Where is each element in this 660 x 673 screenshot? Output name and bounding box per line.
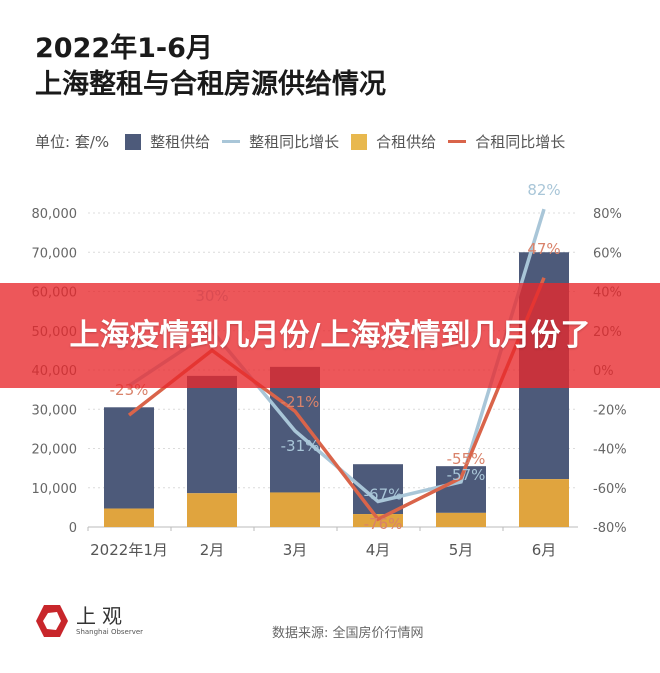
- svg-text:-40%: -40%: [593, 443, 627, 458]
- legend-label: 合租同比增长: [475, 133, 566, 151]
- svg-text:80,000: 80,000: [32, 207, 78, 222]
- hexagon-logo-icon: [36, 605, 68, 637]
- legend-item-zhengzu-yoy: 整租同比增长: [222, 131, 339, 152]
- svg-text:47%: 47%: [527, 240, 560, 258]
- bar-hezu: [436, 512, 486, 527]
- bar-hezu: [270, 492, 320, 527]
- svg-text:-67%: -67%: [364, 485, 403, 503]
- svg-text:82%: 82%: [527, 181, 560, 199]
- bar-hezu: [519, 479, 569, 527]
- bar-hezu: [104, 508, 154, 527]
- bar-zhengzu: [104, 407, 154, 509]
- svg-text:-80%: -80%: [593, 521, 627, 536]
- legend-swatch-box-icon: [125, 133, 142, 150]
- legend-label: 合租供给: [376, 133, 437, 151]
- legend-label: 整租供给: [150, 133, 211, 151]
- svg-text:-76%: -76%: [364, 515, 403, 533]
- svg-text:-21%: -21%: [281, 393, 320, 411]
- svg-text:30,000: 30,000: [32, 403, 78, 418]
- svg-text:2022年1月: 2022年1月: [90, 541, 168, 559]
- shanghai-observer-logo: 上观 Shanghai Observer: [34, 603, 143, 639]
- legend-swatch-line-icon: [448, 140, 467, 143]
- svg-text:3月: 3月: [283, 541, 308, 559]
- svg-text:0: 0: [69, 521, 77, 536]
- svg-text:70,000: 70,000: [32, 246, 78, 261]
- legend-item-hezu-yoy: 合租同比增长: [448, 131, 565, 152]
- data-source: 数据来源: 全国房价行情网: [272, 626, 424, 641]
- svg-text:20,000: 20,000: [32, 443, 78, 458]
- legend-swatch-box-icon: [351, 133, 368, 150]
- svg-text:6月: 6月: [532, 541, 557, 559]
- legend-label: 整租同比增长: [249, 133, 340, 151]
- svg-text:-60%: -60%: [593, 482, 627, 497]
- legend-item-zhengzu-supply: 整租供给: [125, 131, 210, 152]
- svg-text:4月: 4月: [366, 541, 391, 559]
- unit-label: 单位: 套/%: [35, 133, 110, 151]
- svg-text:10,000: 10,000: [32, 482, 78, 497]
- right-axis: -80%-60%-40%-20%0%20%40%60%80%: [593, 207, 627, 536]
- svg-text:80%: 80%: [593, 207, 622, 222]
- bar-hezu: [187, 493, 237, 527]
- x-axis: 2022年1月 2月 3月 4月 5月 6月: [90, 541, 556, 559]
- bar-zhengzu: [187, 375, 237, 494]
- svg-text:-55%: -55%: [447, 450, 486, 468]
- banner-text: 上海疫情到几月份/上海疫情到几月份了: [69, 317, 591, 353]
- legend-item-hezu-supply: 合租供给: [351, 131, 436, 152]
- svg-text:-57%: -57%: [447, 466, 486, 484]
- logo-chinese-text: 上观: [76, 604, 128, 628]
- legend-swatch-line-icon: [222, 140, 241, 143]
- overlay-banner: 上海疫情到几月份/上海疫情到几月份了: [0, 283, 660, 388]
- svg-text:5月: 5月: [449, 541, 474, 559]
- logo-english-text: Shanghai Observer: [76, 628, 144, 636]
- chart-title-line2: 上海整租与合租房源供给情况: [35, 69, 386, 100]
- svg-text:2月: 2月: [200, 541, 225, 559]
- chart-title-line1: 2022年1-6月: [35, 33, 213, 64]
- legend: 单位: 套/% 整租供给 整租同比增长 合租供给 合租同比增长: [35, 131, 577, 152]
- svg-text:-20%: -20%: [593, 403, 627, 418]
- svg-text:-31%: -31%: [281, 437, 320, 455]
- svg-text:60%: 60%: [593, 246, 622, 261]
